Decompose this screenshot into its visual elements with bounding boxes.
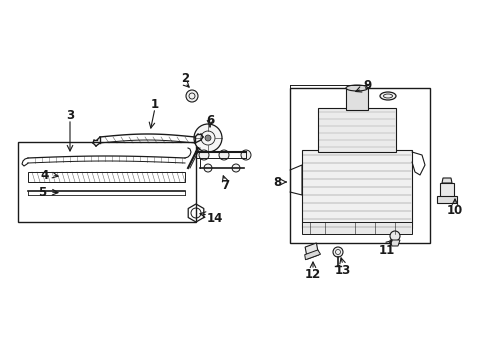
Bar [18, 142, 196, 222]
Polygon shape [436, 196, 456, 203]
Bar [289, 88, 429, 243]
Circle shape [241, 150, 250, 160]
Polygon shape [304, 250, 320, 260]
Bar [346, 88, 367, 110]
Polygon shape [389, 240, 399, 246]
Polygon shape [441, 178, 451, 183]
Ellipse shape [379, 92, 395, 100]
Polygon shape [305, 243, 318, 259]
Text: 9: 9 [363, 78, 371, 91]
Text: 4: 4 [41, 168, 49, 181]
Circle shape [194, 124, 222, 152]
Bar [302, 150, 411, 228]
Text: 6: 6 [205, 113, 214, 126]
Circle shape [199, 150, 208, 160]
Text: 8: 8 [272, 176, 281, 189]
Bar [317, 108, 395, 152]
Circle shape [185, 90, 198, 102]
Circle shape [203, 164, 212, 172]
Circle shape [332, 247, 342, 257]
Text: 11: 11 [378, 243, 394, 257]
Text: 12: 12 [304, 269, 321, 282]
Text: 5: 5 [38, 185, 46, 198]
Circle shape [204, 135, 210, 141]
Text: 10: 10 [446, 203, 462, 216]
Circle shape [219, 150, 228, 160]
Text: 2: 2 [181, 72, 189, 85]
Text: 13: 13 [334, 264, 350, 276]
Text: 7: 7 [221, 179, 228, 192]
Ellipse shape [346, 85, 367, 91]
Text: 1: 1 [151, 98, 159, 111]
Circle shape [231, 164, 240, 172]
Bar [302, 222, 411, 234]
Text: 3: 3 [66, 108, 74, 122]
Bar [28, 172, 184, 182]
Polygon shape [439, 183, 453, 200]
Text: 14: 14 [206, 212, 223, 225]
Circle shape [389, 231, 399, 241]
